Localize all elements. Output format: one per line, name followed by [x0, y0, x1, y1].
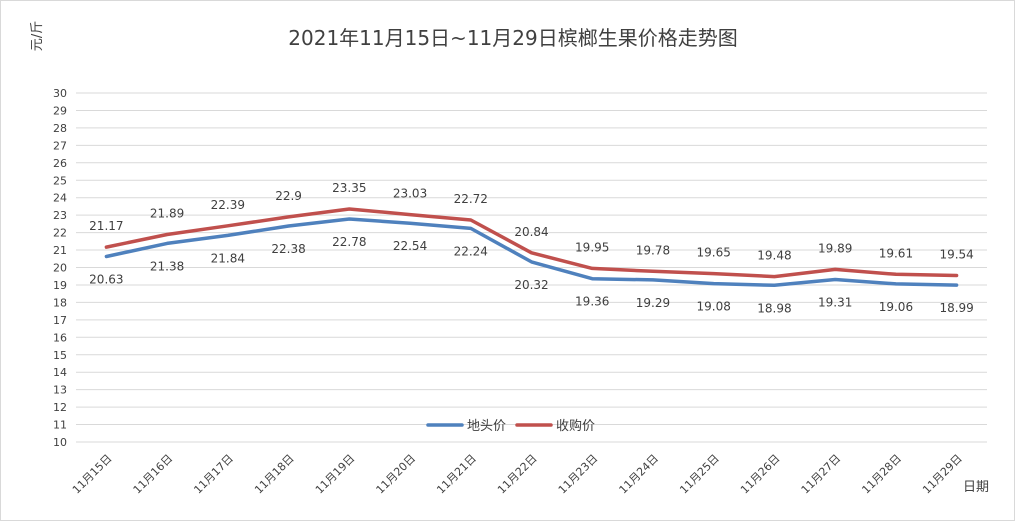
- y-tick-label: 22: [53, 227, 67, 240]
- x-tick-label: 11月19日: [313, 452, 358, 497]
- data-label: 21.84: [211, 251, 245, 265]
- x-axis-ticks: 11月15日 11月16日 11月17日 11月18日 11月19日 11月20日 11月2…: [70, 452, 965, 497]
- data-label: 19.95: [575, 240, 609, 254]
- x-tick-label: 11月23日: [556, 452, 601, 497]
- data-label: 21.17: [89, 219, 123, 233]
- x-tick-label: 11月24日: [617, 452, 662, 497]
- y-tick-label: 19: [53, 279, 67, 292]
- x-tick-label: 11月29日: [920, 452, 965, 497]
- data-label: 19.89: [818, 241, 852, 255]
- y-axis-ticks: 10 11 12 13 14 15 16 17 18 19 20 21 22 23 24 25 26 27 28 29…: [53, 87, 67, 449]
- y-tick-label: 26: [53, 157, 67, 170]
- y-tick-label: 14: [53, 366, 67, 379]
- data-labels: 20.63 21.38 21.84 22.38 22.78 22.54 22.24 20.32…: [89, 181, 974, 315]
- chart-title: 2021年11月15日~11月29日槟榔生果价格走势图: [288, 26, 737, 50]
- y-tick-label: 17: [53, 314, 67, 327]
- data-label: 22.24: [454, 244, 488, 258]
- x-tick-label: 11月20日: [374, 452, 419, 497]
- x-tick-label: 11月21日: [434, 452, 479, 497]
- data-label: 19.48: [757, 249, 791, 263]
- legend: 地头价 收购价: [426, 418, 595, 434]
- y-tick-label: 20: [53, 262, 67, 275]
- data-label: 19.78: [636, 243, 670, 257]
- data-label: 22.54: [393, 239, 427, 253]
- data-label: 18.99: [939, 301, 973, 315]
- data-label: 19.31: [818, 296, 852, 310]
- x-tick-label: 11月22日: [495, 452, 540, 497]
- legend-label-1: 收购价: [556, 418, 595, 434]
- series-line-1: [104, 207, 959, 279]
- data-label: 18.98: [757, 301, 791, 315]
- y-axis-label: 元/斤: [30, 21, 45, 51]
- data-label: 22.38: [271, 242, 305, 256]
- gridlines: [76, 92, 987, 443]
- data-label: 19.08: [697, 300, 731, 314]
- y-tick-label: 28: [53, 122, 67, 135]
- data-label: 20.84: [514, 225, 548, 239]
- data-label: 22.9: [275, 189, 302, 203]
- data-label: 22.78: [332, 235, 366, 249]
- y-tick-label: 13: [53, 384, 67, 397]
- series-lines: [104, 207, 959, 288]
- data-label: 23.03: [393, 187, 427, 201]
- data-label: 19.29: [636, 296, 670, 310]
- x-tick-label: 11月16日: [131, 452, 176, 497]
- x-axis-label: 日期: [963, 480, 989, 495]
- y-tick-label: 29: [53, 104, 67, 117]
- data-label: 19.36: [575, 295, 609, 309]
- legend-label-0: 地头价: [467, 419, 506, 434]
- data-label: 19.65: [697, 246, 731, 260]
- data-label: 19.61: [879, 246, 913, 260]
- y-tick-label: 25: [53, 174, 67, 187]
- data-label: 21.38: [150, 259, 184, 273]
- x-tick-label: 11月17日: [191, 452, 236, 497]
- x-tick-label: 11月26日: [738, 452, 783, 497]
- y-tick-label: 27: [53, 139, 67, 152]
- x-tick-label: 11月15日: [70, 452, 115, 497]
- y-tick-label: 10: [53, 436, 67, 449]
- data-label: 19.06: [879, 300, 913, 314]
- y-tick-label: 21: [53, 244, 67, 257]
- x-tick-label: 11月27日: [799, 452, 844, 497]
- data-label: 19.54: [939, 248, 973, 262]
- x-tick-label: 11月25日: [677, 452, 722, 497]
- x-tick-label: 11月18日: [252, 452, 297, 497]
- x-tick-label: 11月28日: [859, 452, 904, 497]
- data-label: 20.63: [89, 273, 123, 287]
- data-label: 22.39: [211, 198, 245, 212]
- data-label: 20.32: [514, 278, 548, 292]
- y-tick-label: 16: [53, 331, 67, 344]
- data-label: 21.89: [150, 207, 184, 221]
- data-label: 22.72: [454, 192, 488, 206]
- y-tick-label: 30: [53, 87, 67, 100]
- y-tick-label: 12: [53, 401, 67, 414]
- y-tick-label: 18: [53, 296, 67, 309]
- y-tick-label: 15: [53, 349, 67, 362]
- series-line-0: [104, 217, 959, 288]
- data-label: 23.35: [332, 181, 366, 195]
- y-tick-label: 23: [53, 209, 67, 222]
- y-tick-label: 11: [53, 419, 67, 432]
- y-tick-label: 24: [53, 192, 67, 205]
